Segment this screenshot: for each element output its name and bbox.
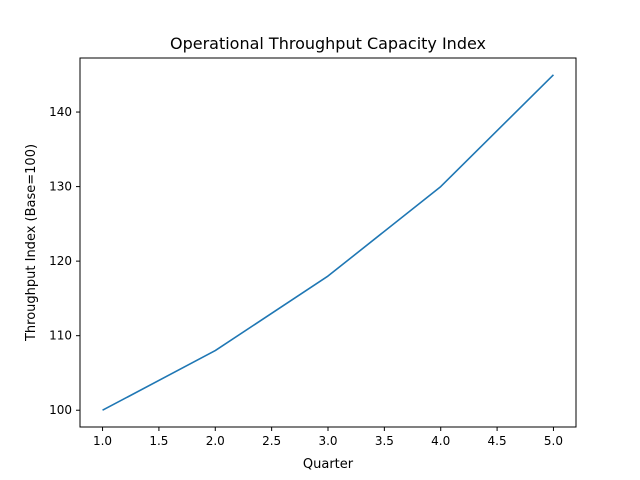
x-tick-label: 4.5 bbox=[488, 434, 507, 448]
chart-title: Operational Throughput Capacity Index bbox=[170, 34, 486, 53]
y-tick-label: 140 bbox=[49, 105, 72, 119]
x-tick-label: 3.0 bbox=[318, 434, 337, 448]
y-tick-label: 120 bbox=[49, 254, 72, 268]
y-tick-label: 100 bbox=[49, 403, 72, 417]
x-axis-label: Quarter bbox=[303, 457, 354, 472]
x-tick-label: 1.5 bbox=[149, 434, 168, 448]
y-axis-label: Throughput Index (Base=100) bbox=[24, 144, 39, 342]
x-tick-label: 2.5 bbox=[262, 434, 281, 448]
y-tick-label: 130 bbox=[49, 180, 72, 194]
series-line-0 bbox=[102, 74, 555, 411]
y-tick-label: 110 bbox=[49, 329, 72, 343]
x-tick-label: 1.0 bbox=[93, 434, 112, 448]
plot-area-frame bbox=[79, 57, 577, 428]
x-tick-label: 2.0 bbox=[206, 434, 225, 448]
x-tick-label: 3.5 bbox=[375, 434, 394, 448]
series-layer bbox=[102, 74, 555, 411]
x-tick-label: 4.0 bbox=[431, 434, 450, 448]
y-axis-ticks: 100 110 120 130 140 bbox=[49, 105, 80, 417]
x-axis-ticks: 1.0 1.5 2.0 2.5 3.0 3.5 4.0 4.5 5.0 bbox=[93, 427, 563, 448]
x-tick-label: 5.0 bbox=[544, 434, 563, 448]
